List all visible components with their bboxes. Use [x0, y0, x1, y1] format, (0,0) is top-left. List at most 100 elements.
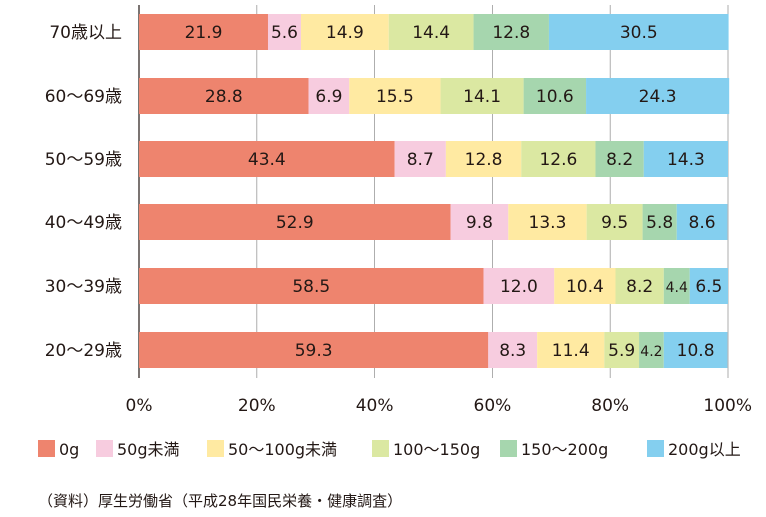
- value-label: 8.6: [689, 213, 716, 233]
- legend-swatch: [207, 440, 224, 457]
- category-label: 50〜59歳: [45, 150, 122, 170]
- bar-segment: [440, 78, 524, 114]
- bar-segment: [676, 204, 728, 240]
- value-label: 52.9: [276, 213, 314, 233]
- legend-label: 100〜150g: [393, 440, 480, 459]
- value-label: 8.3: [499, 341, 526, 361]
- value-label: 12.6: [539, 150, 577, 170]
- legend-label: 200g以上: [668, 440, 741, 459]
- bar-segment: [445, 141, 522, 177]
- value-label: 4.4: [666, 280, 688, 296]
- value-label: 8.7: [407, 150, 434, 170]
- value-label: 21.9: [185, 23, 223, 43]
- value-label: 14.4: [412, 23, 450, 43]
- value-label: 6.9: [315, 87, 342, 107]
- bar-segment: [548, 14, 729, 50]
- source-note: （資料）厚生労働省（平成28年国民栄養・健康調査）: [38, 492, 403, 510]
- legend-label: 50g未満: [117, 440, 180, 459]
- value-label: 14.3: [667, 150, 705, 170]
- x-tick-label: 40%: [356, 396, 394, 416]
- value-label: 5.9: [608, 341, 635, 361]
- bar-segment: [139, 204, 451, 240]
- bar-segment: [349, 78, 441, 114]
- bar-segment: [139, 78, 309, 114]
- bar-segment: [604, 332, 640, 368]
- bar-segment: [267, 14, 301, 50]
- value-label: 9.5: [601, 213, 628, 233]
- bar-segment: [586, 204, 643, 240]
- bar-segment: [308, 78, 350, 114]
- bar-segment: [689, 268, 728, 304]
- value-label: 12.8: [465, 150, 503, 170]
- bar-segment: [586, 78, 730, 114]
- gridlines: [138, 5, 729, 378]
- bar-segment: [639, 332, 664, 368]
- bars: [139, 14, 730, 368]
- value-label: 43.4: [248, 150, 286, 170]
- x-tick-label: 100%: [703, 396, 752, 416]
- value-label: 12.0: [500, 277, 538, 297]
- value-labels: 21.9 5.6 14.9 14.4 12.8 30.5 28.8 6.9 15.5 14.1 10…: [185, 23, 723, 361]
- x-tick-label: 0%: [126, 396, 153, 416]
- legend-swatch: [96, 440, 113, 457]
- value-label: 24.3: [639, 87, 677, 107]
- value-label: 5.6: [271, 23, 298, 43]
- value-label: 14.1: [463, 87, 501, 107]
- category-label: 20〜29歳: [45, 341, 122, 361]
- bar-segment: [615, 268, 664, 304]
- x-tick-label: 80%: [591, 396, 629, 416]
- bar-segment: [537, 332, 605, 368]
- value-label: 5.8: [646, 213, 673, 233]
- bar-segment: [450, 204, 509, 240]
- value-label: 11.4: [552, 341, 590, 361]
- legend-label: 50〜100g未満: [228, 440, 337, 459]
- value-label: 10.8: [677, 341, 715, 361]
- bar-segment: [643, 141, 728, 177]
- bar-segment: [523, 78, 587, 114]
- value-label: 8.2: [606, 150, 633, 170]
- category-labels: 70歳以上 60〜69歳 50〜59歳 40〜49歳 30〜39歳 20〜29歳: [45, 23, 122, 361]
- legend-label: 0g: [59, 440, 79, 459]
- bar-segment: [139, 14, 268, 50]
- bar-segment: [521, 141, 596, 177]
- value-label: 13.3: [529, 213, 567, 233]
- value-label: 6.5: [695, 277, 722, 297]
- legend: 0g 50g未満 50〜100g未満 100〜150g 150〜200g 200g以上: [38, 440, 741, 459]
- legend-swatch: [372, 440, 389, 457]
- bar-segment: [488, 332, 538, 368]
- bar-segment: [394, 141, 446, 177]
- bar-segment: [473, 14, 549, 50]
- value-label: 4.2: [640, 344, 662, 360]
- bar-segment: [139, 141, 395, 177]
- category-label: 60〜69歳: [45, 87, 122, 107]
- bar-segment: [139, 332, 489, 368]
- bar-segment: [554, 268, 616, 304]
- legend-label: 150〜200g: [521, 440, 608, 459]
- bar-segment: [483, 268, 555, 304]
- value-label: 28.8: [205, 87, 243, 107]
- value-label: 12.8: [492, 23, 530, 43]
- value-label: 59.3: [295, 341, 333, 361]
- value-label: 8.2: [626, 277, 653, 297]
- value-label: 10.4: [566, 277, 604, 297]
- value-label: 15.5: [376, 87, 414, 107]
- value-label: 14.9: [326, 23, 364, 43]
- category-label: 30〜39歳: [45, 277, 122, 297]
- x-tick-label: 60%: [474, 396, 512, 416]
- bar-segment: [139, 268, 484, 304]
- bar-segment: [300, 14, 389, 50]
- bar-segment: [508, 204, 587, 240]
- bar-segment: [663, 268, 690, 304]
- bar-segment: [663, 332, 728, 368]
- legend-swatch: [38, 440, 55, 457]
- category-label: 70歳以上: [49, 23, 122, 43]
- bar-segment: [388, 14, 474, 50]
- bar-segment: [595, 141, 644, 177]
- legend-swatch: [500, 440, 517, 457]
- value-label: 58.5: [292, 277, 330, 297]
- value-label: 9.8: [466, 213, 493, 233]
- legend-swatch: [647, 440, 664, 457]
- value-label: 10.6: [536, 87, 574, 107]
- value-label: 30.5: [620, 23, 658, 43]
